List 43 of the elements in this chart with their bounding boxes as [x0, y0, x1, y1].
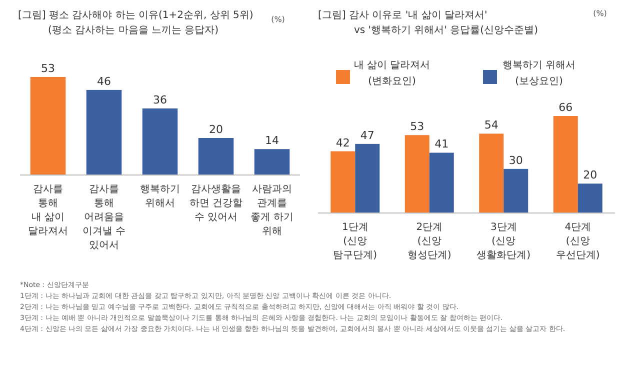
data-label: 54 [484, 118, 498, 132]
x-tick-label: 1단계 (신앙 탐구단계) [333, 222, 378, 261]
legend-label: 행복하기 위해서 (보상요인) [502, 60, 576, 87]
x-tick-label: 4단계 (신앙 우선단계) [556, 222, 600, 261]
data-label: 53 [410, 120, 424, 134]
data-label: 20 [583, 168, 598, 182]
bar [429, 152, 454, 213]
data-label: 66 [558, 101, 573, 114]
x-tick-label: 감사생활을 하면 건강할 수 있어서 [189, 184, 243, 223]
x-tick-label: 사람과의 관계를 좋게 하기 위해 [250, 184, 294, 237]
x-tick-label: 2단계 (신앙 형성단계) [407, 222, 452, 261]
data-label: 47 [360, 128, 374, 142]
chart-title: [그림] 감사 이유로 '내 삶이 달라져서' [318, 10, 488, 21]
data-label: 14 [265, 134, 279, 148]
bar [578, 184, 602, 213]
data-label: 30 [508, 154, 523, 167]
chart-subtitle: vs '행복하기 위해서' 응답률(신앙수준별) [354, 25, 538, 36]
x-tick-label: 3단계 (신앙 생활화단계) [476, 222, 531, 261]
chart-subtitle: (평소 감사하는 마음을 느끼는 응답자) [48, 25, 219, 36]
bar [504, 168, 528, 213]
data-label: 36 [153, 93, 167, 106]
data-label: 42 [336, 136, 350, 150]
data-label: 53 [41, 62, 55, 75]
bar [553, 116, 578, 213]
bar [142, 108, 178, 175]
bar [479, 134, 504, 213]
text: (%) [593, 9, 607, 18]
bar [355, 144, 380, 213]
data-label: 46 [97, 74, 111, 88]
bar [30, 77, 66, 175]
chart-title: [그림] 평소 감사해야 하는 이유(1+2순위, 상위 5위) [18, 10, 254, 21]
bar [198, 138, 234, 175]
x-tick-label: 행복하기 위해서 [140, 184, 180, 209]
bar [404, 135, 430, 213]
data-label: 41 [434, 138, 449, 151]
legend-label: 내 삶이 달라져서 (변화요인) [354, 60, 430, 87]
data-label: 20 [209, 123, 223, 136]
bar [254, 149, 290, 175]
x-tick-label: 감사를 통해 어려움을 이겨낼 수 있어서 [82, 184, 126, 251]
bar [330, 151, 356, 213]
text: (%) [271, 15, 285, 24]
bar [86, 90, 122, 175]
x-tick-label: 감사를 통해 내 삶이 달라져서 [28, 184, 68, 237]
